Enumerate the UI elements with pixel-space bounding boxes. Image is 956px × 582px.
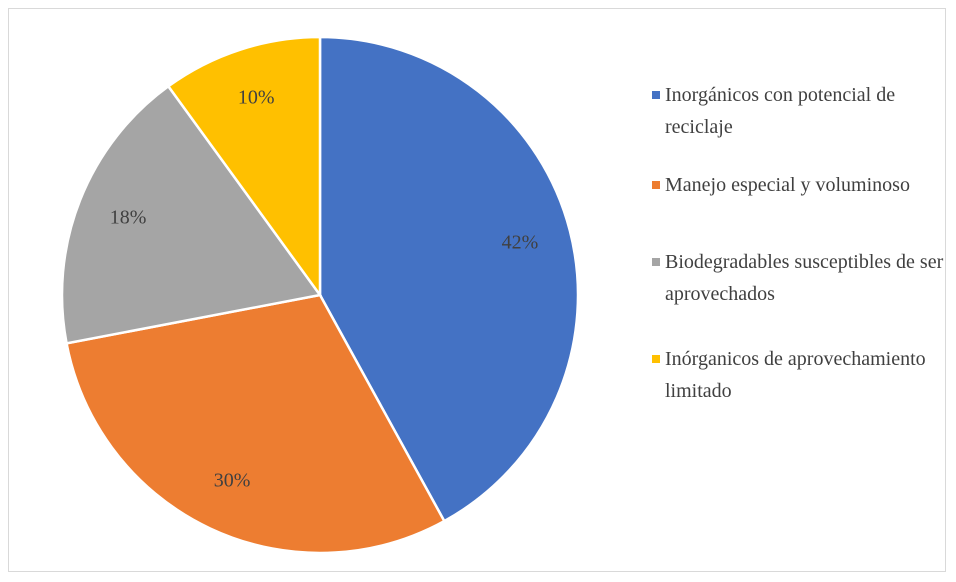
legend-label: Manejo especial y voluminoso (665, 174, 910, 196)
data-label: 10% (238, 86, 275, 108)
legend-entry: Inorgánicos con potencial de reciclaje (652, 79, 952, 143)
legend-entry: Biodegradables susceptibles de ser aprov… (652, 246, 952, 310)
legend-swatch (652, 355, 660, 363)
legend-swatch (652, 91, 660, 99)
pie-slice (166, 35, 322, 299)
data-label: 42% (502, 231, 539, 253)
data-label: 18% (110, 207, 147, 229)
legend-label: Biodegradables susceptibles de ser aprov… (665, 251, 944, 305)
legend-swatch (652, 258, 660, 266)
pie-slice (65, 293, 446, 555)
legend-label: Inórganicos de aprovechamiento limitado (665, 348, 926, 402)
pie-slice (318, 35, 580, 523)
legend-label: Inorgánicos con potencial de reciclaje (665, 84, 896, 138)
legend-entry: Inórganicos de aprovechamiento limitado (652, 343, 952, 407)
legend-entry: Manejo especial y voluminoso (652, 169, 952, 201)
data-label: 30% (214, 469, 251, 491)
legend-swatch (652, 181, 660, 189)
pie-slice (60, 84, 323, 345)
chart-frame (8, 8, 946, 572)
